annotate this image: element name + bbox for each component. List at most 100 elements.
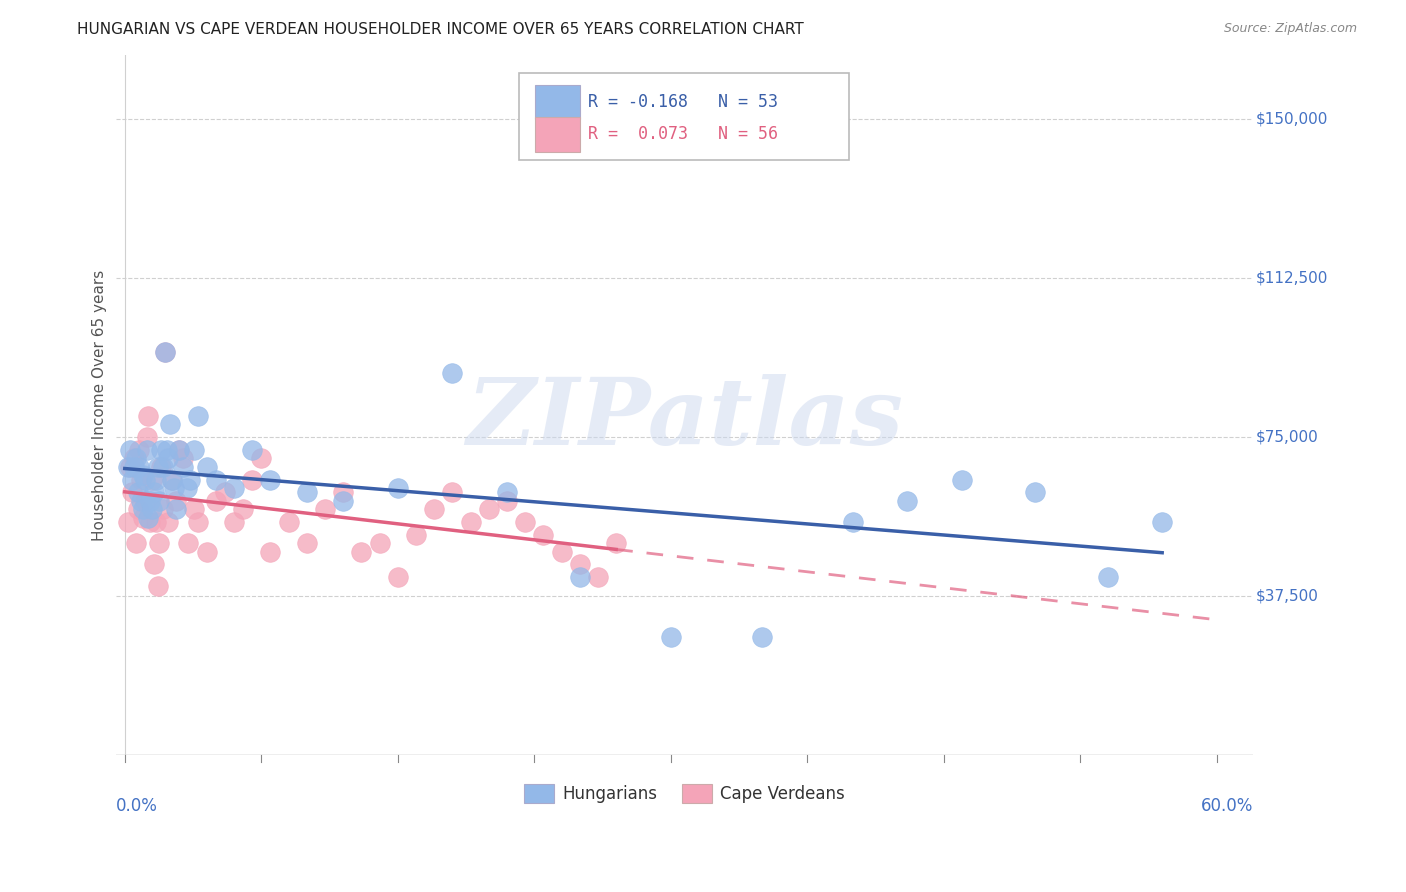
Point bbox=[295, 536, 318, 550]
Point bbox=[183, 502, 205, 516]
Point bbox=[1024, 485, 1046, 500]
Text: $37,500: $37,500 bbox=[1256, 589, 1319, 604]
Point bbox=[145, 515, 167, 529]
Point bbox=[160, 473, 183, 487]
Point bbox=[423, 502, 446, 516]
Point bbox=[122, 451, 145, 466]
Point bbox=[172, 459, 194, 474]
Point bbox=[117, 459, 139, 474]
Y-axis label: Householder Income Over 65 years: Householder Income Over 65 years bbox=[93, 269, 107, 541]
Point bbox=[1097, 570, 1119, 584]
Point bbox=[134, 493, 156, 508]
Point bbox=[122, 459, 145, 474]
Point bbox=[659, 630, 682, 644]
Point bbox=[132, 468, 155, 483]
Point bbox=[441, 485, 464, 500]
Point bbox=[568, 558, 591, 572]
Legend: Hungarians, Cape Verdeans: Hungarians, Cape Verdeans bbox=[517, 778, 852, 810]
Point bbox=[157, 515, 180, 529]
Text: $75,000: $75,000 bbox=[1256, 430, 1319, 444]
Point bbox=[157, 451, 180, 466]
Text: $150,000: $150,000 bbox=[1256, 112, 1327, 127]
Point bbox=[138, 510, 160, 524]
Point bbox=[222, 481, 245, 495]
Point bbox=[169, 442, 191, 457]
Point bbox=[240, 473, 263, 487]
Point bbox=[950, 473, 973, 487]
Point bbox=[332, 493, 354, 508]
Point bbox=[129, 493, 152, 508]
Point bbox=[204, 473, 226, 487]
Text: 0.0%: 0.0% bbox=[115, 797, 157, 815]
Point bbox=[156, 442, 179, 457]
Point bbox=[138, 409, 160, 423]
Point bbox=[125, 451, 148, 466]
Point bbox=[160, 473, 183, 487]
Point bbox=[250, 451, 273, 466]
Point bbox=[177, 536, 200, 550]
FancyBboxPatch shape bbox=[536, 85, 579, 120]
Point bbox=[120, 442, 142, 457]
Point bbox=[259, 473, 281, 487]
Point bbox=[240, 442, 263, 457]
Point bbox=[195, 459, 218, 474]
Point bbox=[568, 570, 591, 584]
Point bbox=[405, 527, 427, 541]
Point bbox=[222, 515, 245, 529]
Point bbox=[159, 417, 181, 432]
Point bbox=[146, 459, 169, 474]
Point bbox=[132, 502, 155, 516]
Point bbox=[165, 493, 187, 508]
Point bbox=[387, 481, 409, 495]
Point bbox=[128, 442, 150, 457]
Point bbox=[142, 485, 165, 500]
Point bbox=[1152, 515, 1174, 529]
Point bbox=[350, 544, 373, 558]
FancyBboxPatch shape bbox=[536, 117, 579, 152]
Point bbox=[153, 345, 176, 359]
Point bbox=[295, 485, 318, 500]
Point bbox=[277, 515, 299, 529]
Point bbox=[139, 515, 162, 529]
Point bbox=[515, 515, 537, 529]
Point bbox=[496, 493, 519, 508]
FancyBboxPatch shape bbox=[519, 72, 849, 161]
Point bbox=[169, 442, 191, 457]
Text: $112,500: $112,500 bbox=[1256, 270, 1327, 285]
Point bbox=[145, 473, 167, 487]
Point bbox=[460, 515, 482, 529]
Point bbox=[232, 502, 254, 516]
Point bbox=[142, 558, 165, 572]
Point bbox=[127, 485, 149, 500]
Point bbox=[586, 570, 609, 584]
Text: 60.0%: 60.0% bbox=[1201, 797, 1253, 815]
Point bbox=[478, 502, 501, 516]
Text: R =  0.073   N = 56: R = 0.073 N = 56 bbox=[588, 125, 778, 143]
Text: ZIPatlas: ZIPatlas bbox=[465, 375, 903, 464]
Point bbox=[314, 502, 336, 516]
Point bbox=[179, 473, 201, 487]
Point bbox=[441, 367, 464, 381]
Point bbox=[387, 570, 409, 584]
Text: Source: ZipAtlas.com: Source: ZipAtlas.com bbox=[1223, 22, 1357, 36]
Point bbox=[141, 502, 163, 516]
Point bbox=[204, 493, 226, 508]
Point bbox=[152, 459, 174, 474]
Point bbox=[165, 502, 187, 516]
Point bbox=[117, 515, 139, 529]
Point bbox=[368, 536, 391, 550]
Point bbox=[195, 544, 218, 558]
Point bbox=[176, 481, 198, 495]
Point bbox=[187, 515, 209, 529]
Point bbox=[153, 345, 176, 359]
Point bbox=[150, 459, 173, 474]
Point bbox=[550, 544, 572, 558]
Point bbox=[121, 485, 143, 500]
Point bbox=[183, 442, 205, 457]
Point bbox=[896, 493, 918, 508]
Point bbox=[163, 481, 186, 495]
Point bbox=[121, 473, 143, 487]
Text: HUNGARIAN VS CAPE VERDEAN HOUSEHOLDER INCOME OVER 65 YEARS CORRELATION CHART: HUNGARIAN VS CAPE VERDEAN HOUSEHOLDER IN… bbox=[77, 22, 804, 37]
Point bbox=[152, 502, 174, 516]
Point bbox=[214, 485, 236, 500]
